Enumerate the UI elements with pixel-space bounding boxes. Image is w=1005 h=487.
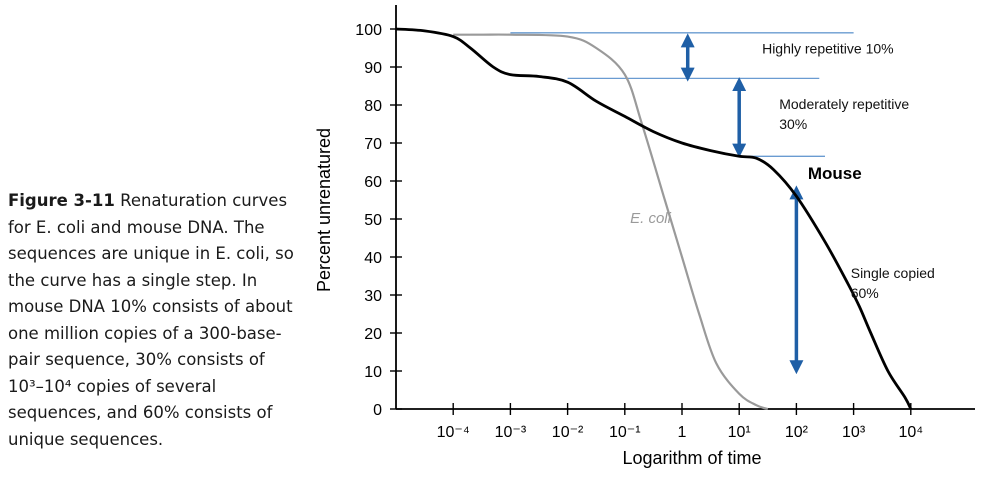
y-axis-label: Percent unrenatured [314, 128, 334, 292]
y-tick-label: 80 [364, 98, 382, 115]
figure-caption-text: Renaturation curves for E. coli and mous… [8, 191, 294, 449]
y-tick-label: 40 [364, 250, 382, 267]
annotation-moderately: 30% [779, 116, 807, 132]
y-tick-label: 20 [364, 326, 382, 343]
figure-caption: Figure 3-11 Renaturation curves for E. c… [8, 188, 298, 453]
y-tick-label: 10 [364, 364, 382, 381]
x-tick-label: 10² [785, 424, 809, 441]
annotation-moderately: Moderately repetitive [779, 96, 909, 112]
y-tick-label: 90 [364, 60, 382, 77]
y-tick-label: 0 [373, 402, 382, 419]
y-tick-label: 60 [364, 174, 382, 191]
y-tick-label: 50 [364, 212, 382, 229]
x-axis-label: Logarithm of time [622, 448, 761, 468]
x-tick-label: 10⁻⁴ [437, 424, 470, 441]
x-tick-label: 10⁻² [552, 424, 584, 441]
series-line-mouse [395, 27, 913, 410]
x-tick-label: 10⁻³ [495, 424, 527, 441]
x-tick-label: 10³ [842, 424, 866, 441]
annotation-single: Single copied [851, 265, 935, 281]
x-tick-label: 10⁻¹ [609, 424, 641, 441]
figure-label: Figure 3-11 [8, 191, 115, 210]
annotation-single: 60% [851, 285, 879, 301]
series-label-mouse: Mouse [808, 164, 862, 183]
x-tick-label: 10¹ [728, 424, 751, 441]
y-tick-label: 100 [355, 22, 382, 39]
x-tick-label: 10⁴ [898, 424, 923, 441]
x-tick-label: 1 [678, 424, 687, 441]
y-tick-label: 70 [364, 136, 382, 153]
series-line-ecoli [453, 33, 769, 411]
annotation-highly: Highly repetitive 10% [762, 41, 894, 57]
y-tick-label: 30 [364, 288, 382, 305]
series-label-ecoli: E. coli [630, 210, 672, 227]
